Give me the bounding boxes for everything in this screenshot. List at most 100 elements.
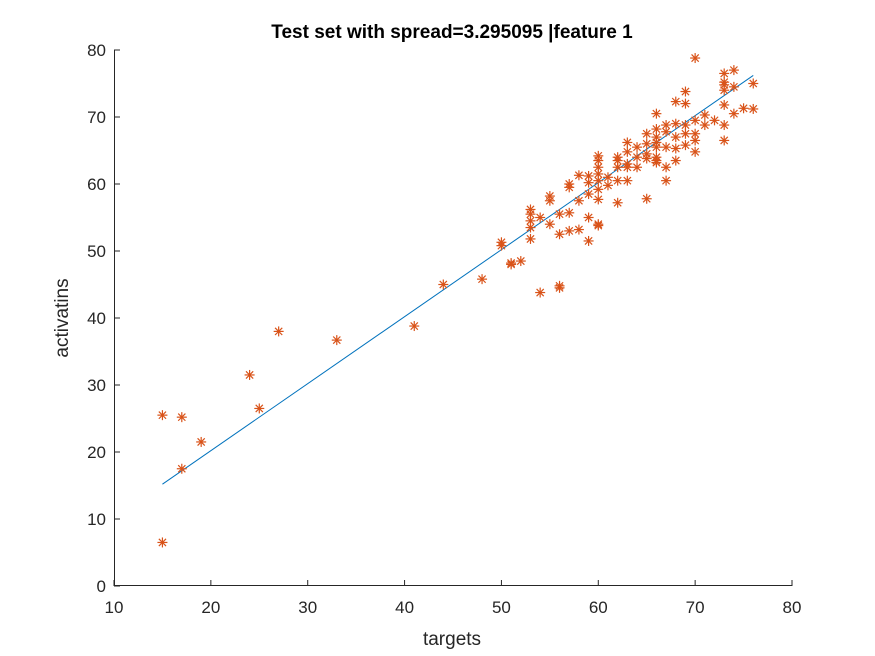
data-point [622, 158, 633, 169]
data-point [680, 98, 691, 109]
data-point [680, 86, 691, 97]
data-point [544, 219, 555, 230]
x-tick-label: 50 [492, 598, 511, 617]
data-point [738, 103, 749, 114]
data-point [670, 118, 681, 129]
y-tick-label: 20 [87, 443, 106, 462]
data-point [728, 108, 739, 119]
data-point [641, 193, 652, 204]
data-point [651, 124, 662, 135]
data-point [670, 155, 681, 166]
data-point [176, 463, 187, 474]
data-point [748, 103, 759, 114]
data-point [719, 135, 730, 146]
data-point [651, 152, 662, 163]
data-point [612, 152, 623, 163]
chart-title: Test set with spread=3.295095 |feature 1 [271, 22, 633, 43]
data-point [728, 65, 739, 76]
data-point [535, 212, 546, 223]
data-point [632, 162, 643, 173]
data-point [699, 120, 710, 131]
data-point [506, 259, 517, 270]
data-point [612, 175, 623, 186]
data-point [535, 287, 546, 298]
data-point [157, 410, 168, 421]
data-point [573, 195, 584, 206]
y-tick-label: 50 [87, 242, 106, 261]
data-point [583, 170, 594, 181]
data-point [196, 436, 207, 447]
data-point [622, 137, 633, 148]
data-point [632, 142, 643, 153]
y-tick-label: 0 [97, 577, 106, 596]
data-point [680, 128, 691, 139]
x-tick-label: 80 [783, 598, 802, 617]
x-tick-label: 10 [105, 598, 124, 617]
y-axis-label: activatins [52, 278, 73, 357]
data-point [641, 128, 652, 139]
x-ticks: 10 20 30 40 50 60 70 80 [105, 580, 802, 617]
data-point [593, 184, 604, 195]
data-point [670, 132, 681, 143]
data-point [593, 219, 604, 230]
y-tick-label: 70 [87, 108, 106, 127]
data-point [331, 335, 342, 346]
data-point [438, 279, 449, 290]
data-point [728, 81, 739, 92]
data-point [632, 152, 643, 163]
data-point [641, 148, 652, 159]
x-tick-label: 40 [395, 598, 414, 617]
data-point [690, 128, 701, 139]
data-point [157, 537, 168, 548]
data-point [622, 146, 633, 157]
data-point [719, 68, 730, 79]
y-tick-label: 60 [87, 175, 106, 194]
data-point [699, 109, 710, 120]
data-point [680, 120, 691, 131]
data-point [525, 204, 536, 215]
data-point [661, 162, 672, 173]
data-point [670, 143, 681, 154]
data-point [573, 224, 584, 235]
data-point [690, 115, 701, 126]
data-point [477, 274, 488, 285]
data-point [583, 235, 594, 246]
data-point [564, 207, 575, 218]
y-tick-label: 80 [87, 41, 106, 60]
data-point [525, 233, 536, 244]
x-tick-label: 20 [201, 598, 220, 617]
data-point [612, 197, 623, 208]
data-point [719, 99, 730, 110]
data-point [554, 282, 565, 293]
data-points [157, 53, 759, 548]
data-point [690, 146, 701, 157]
data-point [244, 369, 255, 380]
y-tick-label: 40 [87, 309, 106, 328]
data-point [515, 256, 526, 267]
data-point [176, 412, 187, 423]
data-point [709, 115, 720, 126]
x-tick-label: 30 [298, 598, 317, 617]
plot-area: 10 20 30 40 50 60 70 80 0 10 20 30 40 50 60 70 80 [87, 41, 801, 617]
data-point [554, 209, 565, 220]
data-point [661, 120, 672, 131]
data-point [254, 403, 265, 414]
data-point [670, 96, 681, 107]
data-point [661, 175, 672, 186]
data-point [564, 225, 575, 236]
data-point [641, 138, 652, 149]
data-point [593, 150, 604, 161]
y-tick-label: 30 [87, 376, 106, 395]
data-point [661, 142, 672, 153]
y-tick-label: 10 [87, 510, 106, 529]
data-point [748, 78, 759, 89]
data-point [554, 229, 565, 240]
data-point [573, 170, 584, 181]
data-point [593, 194, 604, 205]
x-tick-label: 70 [686, 598, 705, 617]
x-axis-label: targets [423, 629, 481, 650]
data-point [719, 120, 730, 131]
x-tick-label: 60 [589, 598, 608, 617]
data-point [719, 77, 730, 88]
